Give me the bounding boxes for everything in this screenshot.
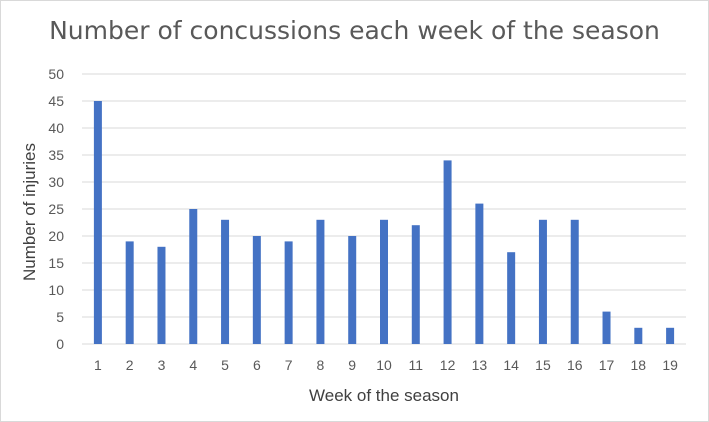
x-tick-label-4: 4: [189, 357, 197, 373]
bar-week-4: [189, 209, 198, 344]
x-tick-label-3: 3: [158, 357, 166, 373]
bar-week-7: [284, 241, 293, 344]
bar-week-15: [538, 219, 547, 344]
bar-week-8: [316, 219, 325, 344]
bar-series: [93, 101, 675, 344]
x-tick-label-11: 11: [409, 357, 424, 373]
x-tick-label-8: 8: [317, 357, 325, 373]
bar-week-10: [380, 219, 388, 344]
x-tick-label-16: 16: [567, 357, 583, 373]
x-tick-label-17: 17: [599, 357, 615, 373]
bar-week-9: [348, 236, 357, 344]
bar-week-11: [411, 225, 420, 344]
x-tick-label-12: 12: [440, 357, 456, 373]
y-tick-label-15: 15: [48, 255, 64, 271]
x-tick-label-2: 2: [126, 357, 134, 373]
x-tick-label-7: 7: [285, 357, 293, 373]
y-axis-ticks: 0 5 10 15 20 25 30 35 40 45 50: [48, 66, 64, 352]
y-tick-label-30: 30: [48, 174, 64, 190]
x-tick-label-5: 5: [221, 357, 229, 373]
chart-title: Number of concussions each week of the s…: [49, 16, 660, 45]
x-axis-label: Week of the season: [309, 386, 459, 405]
bar-week-14: [507, 252, 516, 344]
x-tick-label-18: 18: [631, 357, 647, 373]
bar-week-2: [125, 241, 134, 344]
x-axis-ticks: 1 2 3 4 5 6 7 8 9 10 11 12 13 14 15 16 17 18 19: [94, 357, 678, 373]
bar-week-19: [666, 327, 675, 344]
bar-week-12: [443, 160, 452, 344]
y-tick-label-35: 35: [48, 147, 64, 163]
y-tick-label-45: 45: [48, 93, 64, 109]
x-tick-label-9: 9: [348, 357, 356, 373]
x-tick-label-10: 10: [376, 357, 392, 373]
x-tick-label-1: 1: [94, 357, 102, 373]
y-tick-label-0: 0: [56, 336, 64, 352]
y-tick-label-50: 50: [48, 66, 64, 82]
x-tick-label-19: 19: [662, 357, 678, 373]
bar-week-16: [570, 219, 579, 344]
y-tick-label-20: 20: [48, 228, 64, 244]
bar-week-13: [475, 203, 484, 344]
y-tick-label-25: 25: [48, 201, 64, 217]
bar-week-5: [221, 219, 230, 344]
bar-week-1: [93, 101, 102, 344]
bar-week-17: [602, 311, 611, 344]
x-tick-label-13: 13: [472, 357, 488, 373]
y-tick-label-10: 10: [48, 282, 64, 298]
y-tick-label-40: 40: [48, 120, 64, 136]
x-tick-label-6: 6: [253, 357, 261, 373]
x-tick-label-15: 15: [535, 357, 551, 373]
x-tick-label-14: 14: [503, 357, 519, 373]
bar-week-18: [634, 327, 643, 344]
bar-week-3: [157, 246, 166, 344]
y-tick-label-5: 5: [56, 309, 64, 325]
bar-week-6: [252, 236, 261, 344]
